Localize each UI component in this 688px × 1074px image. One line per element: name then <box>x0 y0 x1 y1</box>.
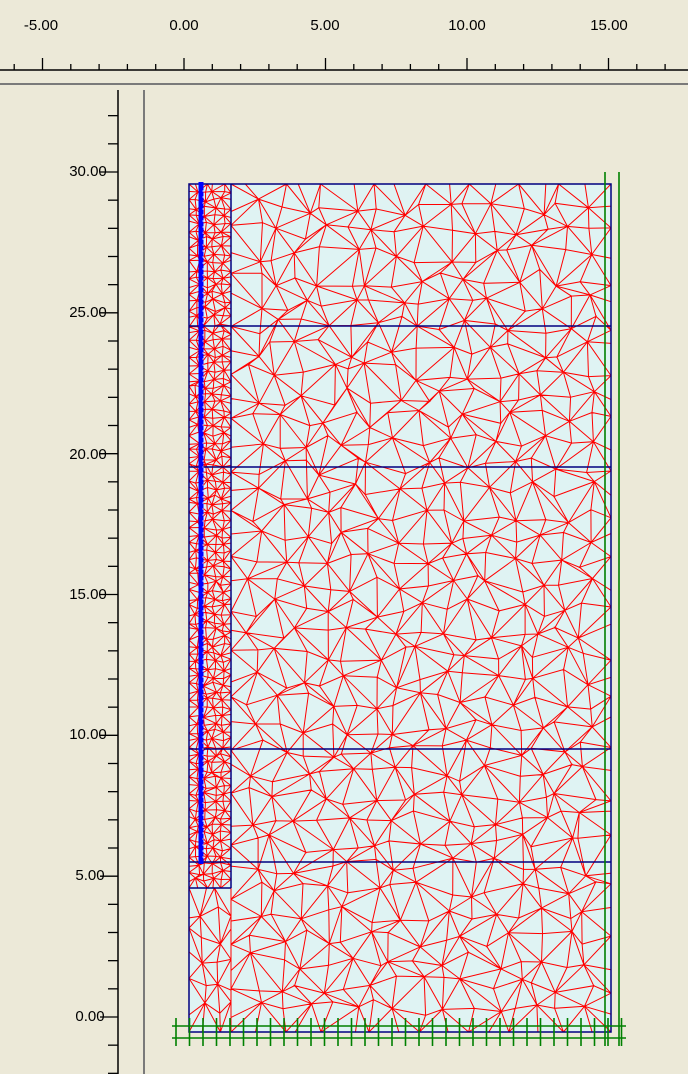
ruler-label-10: 10.00 <box>69 726 107 743</box>
vertical-ruler-ticks <box>100 115 118 1074</box>
ruler-label-20: 20.00 <box>69 446 107 463</box>
finite-element-mesh <box>188 183 612 1033</box>
horizontal-ruler-ticks <box>13 58 666 70</box>
ruler-label-5: 5.00 <box>310 17 339 34</box>
ruler-label-10: 10.00 <box>448 17 486 34</box>
model-boundary[interactable] <box>188 183 612 1033</box>
plate-wall[interactable] <box>198 182 204 864</box>
ruler-label-minus-5: -5.00 <box>24 17 58 34</box>
ruler-label-5: 5.00 <box>75 867 104 884</box>
ruler-label-0: 0.00 <box>169 17 198 34</box>
ruler-label-15: 15.00 <box>590 17 628 34</box>
model-canvas[interactable]: 30.00 25.00 20.00 15.00 10.00 5.00 0.00 <box>0 86 688 1074</box>
horizontal-ruler: -5.00 0.00 5.00 10.00 15.00 <box>0 0 688 86</box>
ruler-label-30: 30.00 <box>69 163 107 180</box>
boundary-fixities <box>172 172 626 1046</box>
ruler-label-15: 15.00 <box>69 586 107 603</box>
geometry-lines <box>188 183 612 1033</box>
vertical-ruler: 30.00 25.00 20.00 15.00 10.00 5.00 0.00 <box>69 90 145 1074</box>
mesh-region <box>230 183 612 1033</box>
ruler-label-25: 25.00 <box>69 304 107 321</box>
ruler-label-0: 0.00 <box>75 1008 104 1025</box>
